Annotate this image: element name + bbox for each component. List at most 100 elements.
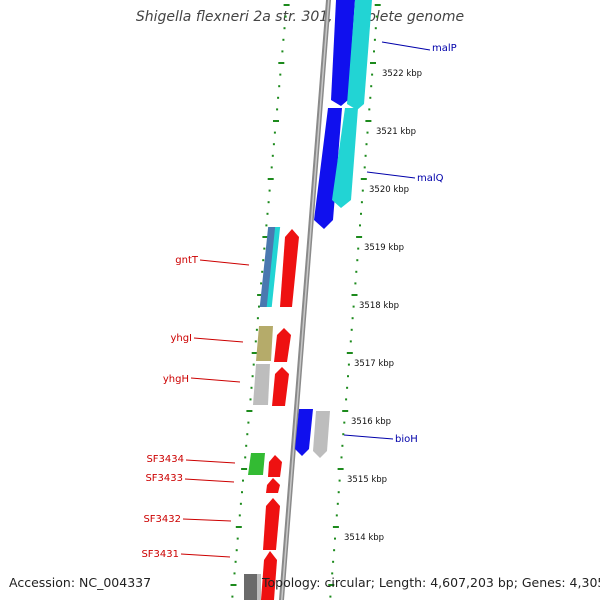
ruler-dot bbox=[346, 386, 349, 389]
gene-malP-cyan[interactable] bbox=[347, 0, 372, 110]
gene-bottom-silver[interactable] bbox=[257, 574, 261, 600]
ruler-dot bbox=[255, 328, 258, 331]
ruler-dot bbox=[242, 479, 244, 482]
gene-SF3434-red[interactable] bbox=[268, 455, 282, 477]
gene-gntT-red[interactable] bbox=[280, 229, 299, 307]
gene-label-gntT[interactable]: gntT bbox=[175, 255, 199, 266]
kbp-labels: 3522 kbp 3521 kbp 3520 kbp 3519 kbp 3518… bbox=[344, 69, 422, 543]
gene-yhgH-silver[interactable] bbox=[253, 364, 270, 405]
ruler-dot bbox=[239, 502, 242, 505]
ruler-dot bbox=[370, 62, 376, 64]
ruler-dot bbox=[272, 143, 275, 146]
ruler-dot bbox=[341, 444, 344, 447]
ruler-dots-right bbox=[328, 4, 381, 598]
ruler-dot bbox=[365, 120, 372, 122]
ruler-dot bbox=[244, 456, 247, 459]
gene-SF3434-green[interactable] bbox=[248, 453, 265, 475]
gene-gntT-cyan[interactable] bbox=[266, 227, 281, 307]
gene-label-SF3432[interactable]: SF3432 bbox=[143, 514, 181, 525]
ruler-dot bbox=[350, 328, 353, 331]
ruler-dot bbox=[332, 526, 339, 528]
ruler-dot bbox=[266, 212, 269, 215]
gene-label-malQ[interactable]: malQ bbox=[417, 173, 444, 184]
ruler-dot bbox=[342, 433, 345, 436]
gene-bioH-blue[interactable] bbox=[295, 409, 313, 456]
gene-yhgI-red[interactable] bbox=[274, 328, 291, 362]
ruler-dot bbox=[283, 4, 290, 6]
ruler-dot bbox=[355, 270, 358, 273]
ruler-dot bbox=[254, 340, 257, 343]
reverse-strand-genes bbox=[244, 227, 299, 600]
gene-label-yhgI[interactable]: yhgI bbox=[170, 333, 192, 344]
gene-SF3433-red[interactable] bbox=[266, 478, 280, 493]
gene-labels: malP malQ bioH gntT yhgI yhgH SF3434 SF3… bbox=[141, 43, 456, 560]
ruler-dot bbox=[235, 549, 238, 552]
gene-bioH-silver[interactable] bbox=[313, 411, 330, 458]
gene-SF3431-red[interactable] bbox=[261, 551, 277, 600]
gene-bottom-gray[interactable] bbox=[244, 574, 257, 600]
ruler-dot bbox=[261, 270, 264, 273]
gene-label-bioH[interactable]: bioH bbox=[395, 434, 418, 445]
ruler-dot bbox=[359, 224, 361, 227]
gene-label-SF3434[interactable]: SF3434 bbox=[146, 454, 184, 465]
ruler-dot bbox=[247, 421, 250, 424]
gene-yhgI-olive[interactable] bbox=[256, 326, 273, 361]
ruler-dot bbox=[329, 595, 332, 598]
ruler-dot bbox=[368, 108, 371, 111]
gene-SF3432-red[interactable] bbox=[263, 498, 280, 550]
ruler-dot bbox=[331, 572, 334, 575]
kbp-label: 3516 kbp bbox=[351, 417, 391, 427]
gene-malQ-cyan[interactable] bbox=[332, 108, 358, 208]
ruler-dot bbox=[267, 201, 270, 204]
kbp-label: 3522 kbp bbox=[382, 69, 422, 79]
ruler-dot bbox=[351, 294, 358, 296]
ruler-dot bbox=[343, 421, 346, 424]
ruler-dot bbox=[281, 50, 284, 53]
ruler-dot bbox=[374, 27, 377, 30]
gene-label-SF3431[interactable]: SF3431 bbox=[141, 549, 179, 560]
accession-text: Accession: NC_004337 bbox=[9, 575, 152, 590]
ruler-dot bbox=[349, 340, 352, 343]
ruler-dot bbox=[236, 537, 239, 540]
gene-label-malP[interactable]: malP bbox=[432, 43, 457, 54]
ruler-dot bbox=[357, 247, 360, 250]
ruler-dot bbox=[370, 85, 373, 88]
ruler-dot bbox=[347, 375, 349, 378]
gene-label-SF3433[interactable]: SF3433 bbox=[145, 473, 183, 484]
ruler-dot bbox=[356, 236, 363, 238]
ruler-dot bbox=[270, 166, 273, 169]
ruler-dot bbox=[258, 305, 260, 308]
ruler-dot bbox=[233, 572, 236, 575]
ruler-dot bbox=[276, 108, 279, 111]
ruler-dot bbox=[262, 259, 265, 262]
ruler-dot bbox=[249, 398, 252, 401]
ruler-dot bbox=[361, 189, 364, 192]
ruler-dot bbox=[230, 584, 237, 586]
ruler-dot bbox=[278, 62, 285, 64]
ruler-dot bbox=[246, 433, 249, 436]
ruler-dot bbox=[346, 352, 353, 354]
gene-label-yhgH[interactable]: yhgH bbox=[163, 374, 189, 385]
ruler-dot bbox=[268, 189, 271, 192]
gene-malQ-blue[interactable] bbox=[314, 108, 342, 229]
kbp-label: 3514 kbp bbox=[344, 533, 384, 543]
gene-gntT-steel[interactable] bbox=[259, 227, 277, 307]
ruler-dot bbox=[252, 363, 255, 366]
kbp-label: 3520 kbp bbox=[369, 185, 409, 195]
ruler-dot bbox=[371, 73, 374, 76]
gene-yhgH-red[interactable] bbox=[272, 367, 289, 406]
ruler-dot bbox=[337, 491, 340, 494]
ruler-dot bbox=[278, 85, 281, 88]
ruler-dot bbox=[328, 584, 335, 586]
ruler-dot bbox=[235, 526, 242, 528]
ruler-dot bbox=[271, 154, 274, 157]
ruler-dot bbox=[340, 456, 343, 459]
ruler-dot bbox=[279, 73, 282, 76]
ruler-dot bbox=[238, 514, 241, 517]
ruler-dot bbox=[251, 375, 254, 378]
ruler-dot bbox=[360, 212, 362, 215]
genome-backbone-highlight bbox=[281, 0, 330, 600]
kbp-label: 3515 kbp bbox=[347, 475, 387, 485]
